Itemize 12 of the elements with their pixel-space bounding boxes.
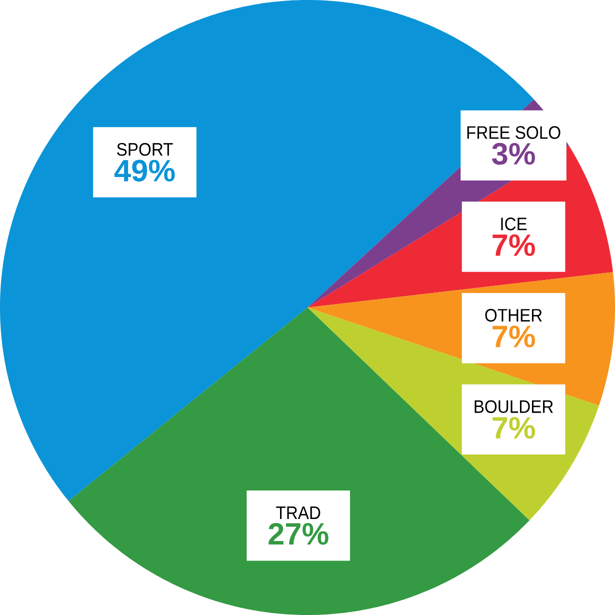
data-label: 27% — [268, 522, 328, 545]
slice-label: FREE SOLO — [467, 126, 560, 139]
slice-label: TRAD — [276, 506, 320, 519]
slice-label: OTHER — [485, 308, 542, 322]
slice-label: BOULDER — [474, 400, 553, 413]
slice-label: SPORT — [117, 142, 173, 156]
data-label: 7% — [492, 326, 535, 348]
data-label: 7% — [492, 234, 535, 256]
data-label: 3% — [492, 142, 535, 165]
data-label: 7% — [492, 416, 535, 439]
slice-label: ICE — [501, 218, 527, 230]
data-label: 49% — [114, 160, 175, 182]
